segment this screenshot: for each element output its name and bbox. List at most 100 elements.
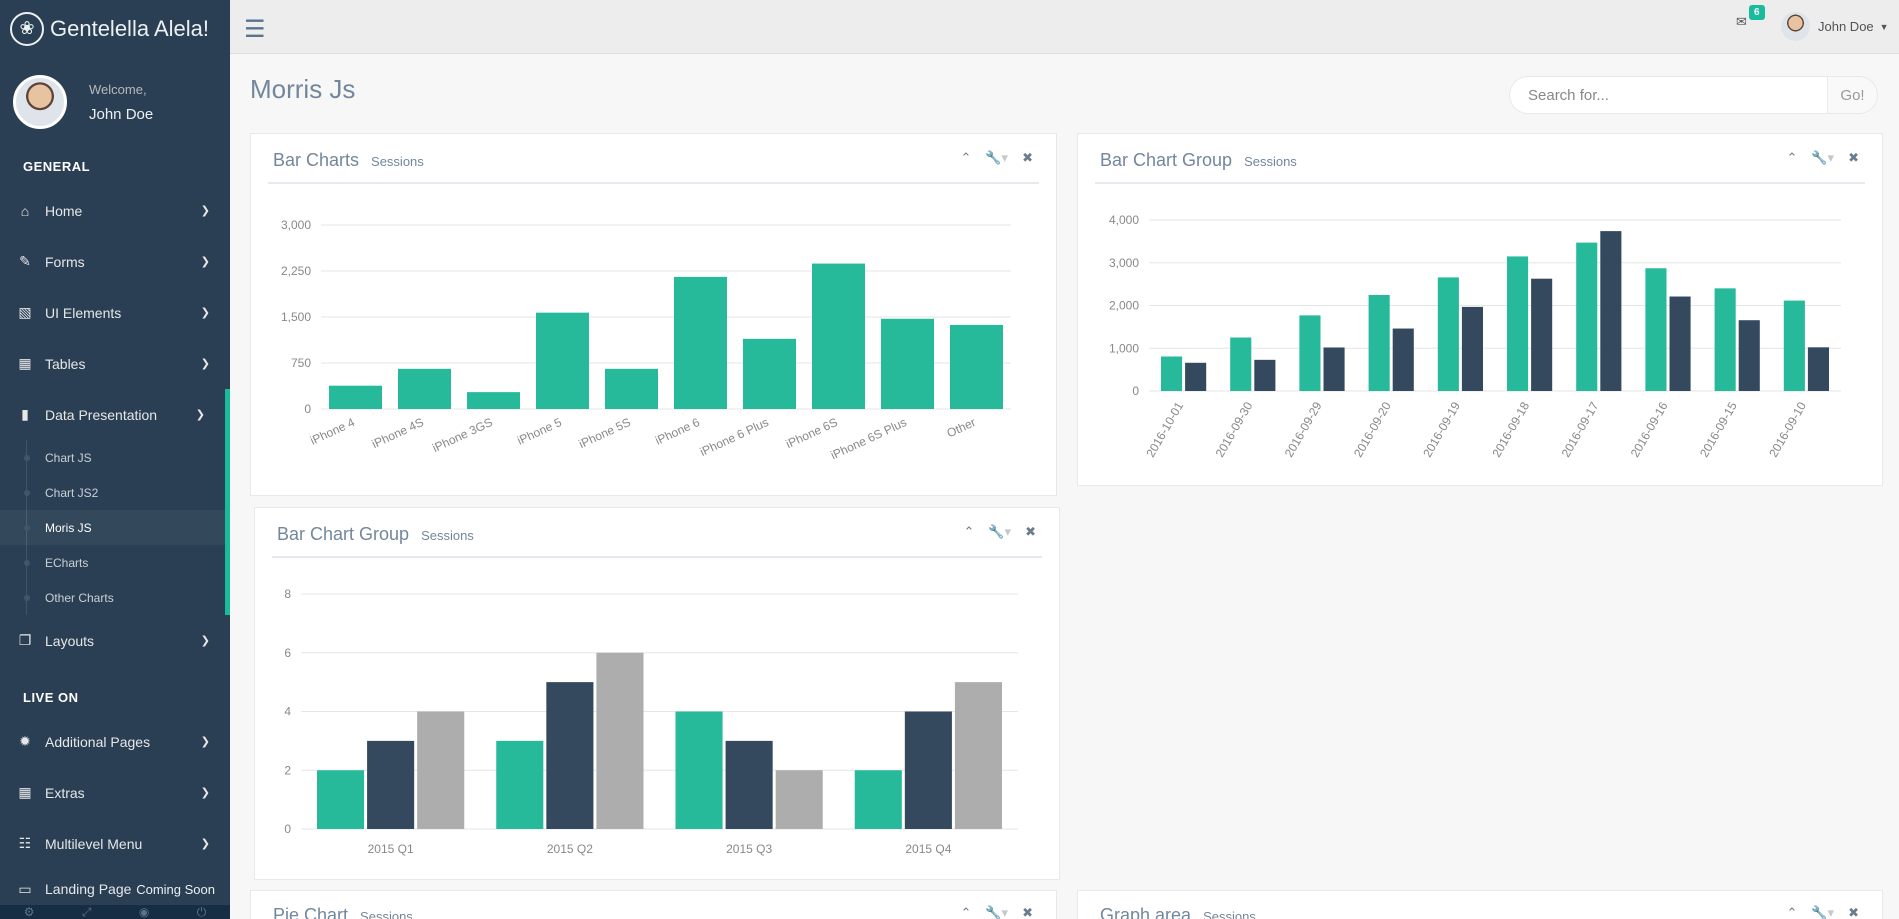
chevron-up-icon[interactable]: ⌃	[960, 905, 972, 919]
search-button[interactable]: Go!	[1827, 76, 1878, 114]
chart-bar	[596, 652, 644, 829]
sidebar-item-landing-page[interactable]: ▭ Landing Page Coming Soon	[0, 869, 230, 909]
sidebar-item-ui-elements[interactable]: ▧ UI Elements ❯	[0, 287, 230, 338]
panel-subtitle: Sessions	[1244, 154, 1297, 169]
sidebar-item-home[interactable]: ⌂ Home ❯	[0, 185, 230, 236]
x-tick-label: 2016-09-10	[1766, 399, 1809, 459]
chart-bar	[1783, 300, 1805, 391]
chart-bar	[1461, 306, 1483, 391]
y-tick-label: 0	[1132, 384, 1139, 398]
chart-bar	[1645, 268, 1667, 391]
sidebar-item-label: Tables	[45, 355, 86, 372]
chart-bar	[854, 770, 902, 829]
sidebar-subitem-other-charts[interactable]: Other Charts	[0, 580, 225, 615]
chart-bar	[605, 368, 658, 409]
chart-bar	[1299, 315, 1321, 391]
x-tick-label: Other	[945, 415, 978, 440]
close-icon[interactable]: ✖	[1025, 524, 1036, 539]
panel-toolbox: ⌃ 🔧▾ ✖	[960, 905, 1033, 919]
x-tick-label: iPhone 3GS	[430, 415, 495, 455]
x-tick-label: iPhone 5S	[577, 415, 633, 451]
chart-bar	[496, 740, 544, 829]
close-icon[interactable]: ✖	[1022, 905, 1033, 919]
y-tick-label: 750	[291, 356, 311, 370]
user-menu[interactable]: John Doe ▼	[1781, 12, 1889, 41]
fullscreen-icon[interactable]: ⤢	[81, 904, 92, 919]
menu-toggle-icon[interactable]: ☰	[244, 16, 266, 43]
sidebar-subitem-moris-js[interactable]: Moris JS	[0, 510, 225, 545]
panel-bar-chart-group-dates: Bar Chart Group Sessions ⌃ 🔧▾ ✖ 4,000 3,00…	[1077, 133, 1883, 486]
brand[interactable]: ❀ Gentelella Alela!	[0, 0, 230, 57]
panel-title: Bar Chart Group Sessions	[277, 524, 474, 544]
chevron-down-icon: ❯	[200, 256, 210, 268]
x-tick-label: 2016-09-20	[1351, 399, 1394, 459]
wrench-icon[interactable]: 🔧▾	[988, 524, 1012, 539]
chart-bar	[1531, 278, 1553, 391]
sidebar-item-additional-pages[interactable]: ✹ Additional Pages ❯	[0, 716, 230, 767]
notification-badge: 6	[1749, 5, 1765, 20]
chart-bar	[1714, 288, 1736, 391]
x-tick-label: 2016-09-15	[1697, 399, 1740, 459]
chart-bar	[1807, 347, 1829, 391]
sidebar-submenu: Chart JS Chart JS2 Moris JS ECharts Othe…	[0, 440, 230, 615]
panel-header: Pie Chart Sessions ⌃ 🔧▾ ✖	[268, 891, 1039, 919]
chevron-down-icon: ❯	[200, 838, 210, 850]
chevron-up-icon[interactable]: ⌃	[960, 150, 972, 165]
desktop-icon: ▧	[18, 304, 32, 320]
x-tick-label: 2015 Q4	[905, 842, 951, 856]
chart-bar	[367, 740, 415, 829]
x-tick-label: 2016-10-01	[1143, 399, 1186, 459]
x-tick-label: 2015 Q2	[547, 842, 593, 856]
sidebar-footer: ⚙ ⤢ ◉ ⏻	[0, 905, 230, 919]
panel-toolbox: ⌃ 🔧▾ ✖	[1786, 150, 1859, 166]
chart-bar	[675, 711, 723, 829]
close-icon[interactable]: ✖	[1022, 150, 1033, 165]
power-icon[interactable]: ⏻	[196, 904, 207, 919]
welcome-text: Welcome,	[89, 81, 147, 97]
chart-bar	[546, 682, 594, 829]
chevron-up-icon[interactable]: ⌃	[963, 524, 975, 539]
sidebar-item-data-presentation[interactable]: ▮ Data Presentation ❯	[0, 389, 230, 440]
chevron-down-icon: ❯	[200, 736, 210, 748]
panel-header: Bar Charts Sessions ⌃ 🔧▾ ✖	[268, 134, 1039, 184]
x-tick-label: 2016-09-29	[1282, 399, 1325, 459]
x-tick-label: 2016-09-30	[1213, 399, 1256, 459]
sidebar-item-multilevel-menu[interactable]: ☷ Multilevel Menu ❯	[0, 818, 230, 869]
sidebar-subitem-chart-js[interactable]: Chart JS	[0, 440, 225, 475]
sidebar-item-layouts[interactable]: ❐ Layouts ❯	[0, 615, 230, 666]
envelope-icon[interactable]: ✉	[1736, 14, 1747, 29]
lock-icon[interactable]: ◉	[138, 905, 150, 919]
avatar	[13, 75, 67, 129]
close-icon[interactable]: ✖	[1848, 905, 1859, 919]
sidebar-item-extras[interactable]: ▦ Extras ❯	[0, 767, 230, 818]
chart-bar	[317, 770, 365, 829]
search-input[interactable]	[1509, 76, 1827, 114]
sidebar-item-label: Extras	[45, 784, 85, 801]
chart-bar	[1161, 356, 1183, 391]
wrench-icon[interactable]: 🔧▾	[985, 150, 1009, 165]
sidebar-subitem-chart-js2[interactable]: Chart JS2	[0, 475, 225, 510]
panel-bar-chart-group-quarters: Bar Chart Group Sessions ⌃ 🔧▾ ✖ 8 6 4 2 0 2015…	[254, 507, 1060, 880]
settings-icon[interactable]: ⚙	[23, 905, 35, 919]
y-tick-label: 2,250	[281, 264, 311, 278]
sidebar-subitem-echarts[interactable]: ECharts	[0, 545, 225, 580]
chevron-up-icon[interactable]: ⌃	[1786, 150, 1798, 165]
chevron-up-icon[interactable]: ⌃	[1786, 905, 1798, 919]
panel-toolbox: ⌃ 🔧▾ ✖	[960, 150, 1033, 166]
y-tick-label: 1,500	[281, 310, 311, 324]
x-tick-label: iPhone 6 Plus	[698, 415, 771, 459]
sidebar-item-forms[interactable]: ✎ Forms ❯	[0, 236, 230, 287]
chart-bar	[743, 338, 796, 409]
panel-title: Pie Chart Sessions	[273, 905, 413, 919]
wrench-icon[interactable]: 🔧▾	[985, 905, 1009, 919]
panel-header: Bar Chart Group Sessions ⌃ 🔧▾ ✖	[272, 508, 1042, 558]
wrench-icon[interactable]: 🔧▾	[1811, 905, 1835, 919]
close-icon[interactable]: ✖	[1848, 150, 1859, 165]
sidebar-item-label: Forms	[45, 253, 85, 270]
chart-bar	[329, 385, 382, 409]
panel-toolbox: ⌃ 🔧▾ ✖	[963, 524, 1036, 540]
y-tick-label: 4	[284, 705, 291, 719]
wrench-icon[interactable]: 🔧▾	[1811, 150, 1835, 165]
panel-subtitle: Sessions	[421, 528, 474, 543]
sidebar-item-tables[interactable]: ▦ Tables ❯	[0, 338, 230, 389]
